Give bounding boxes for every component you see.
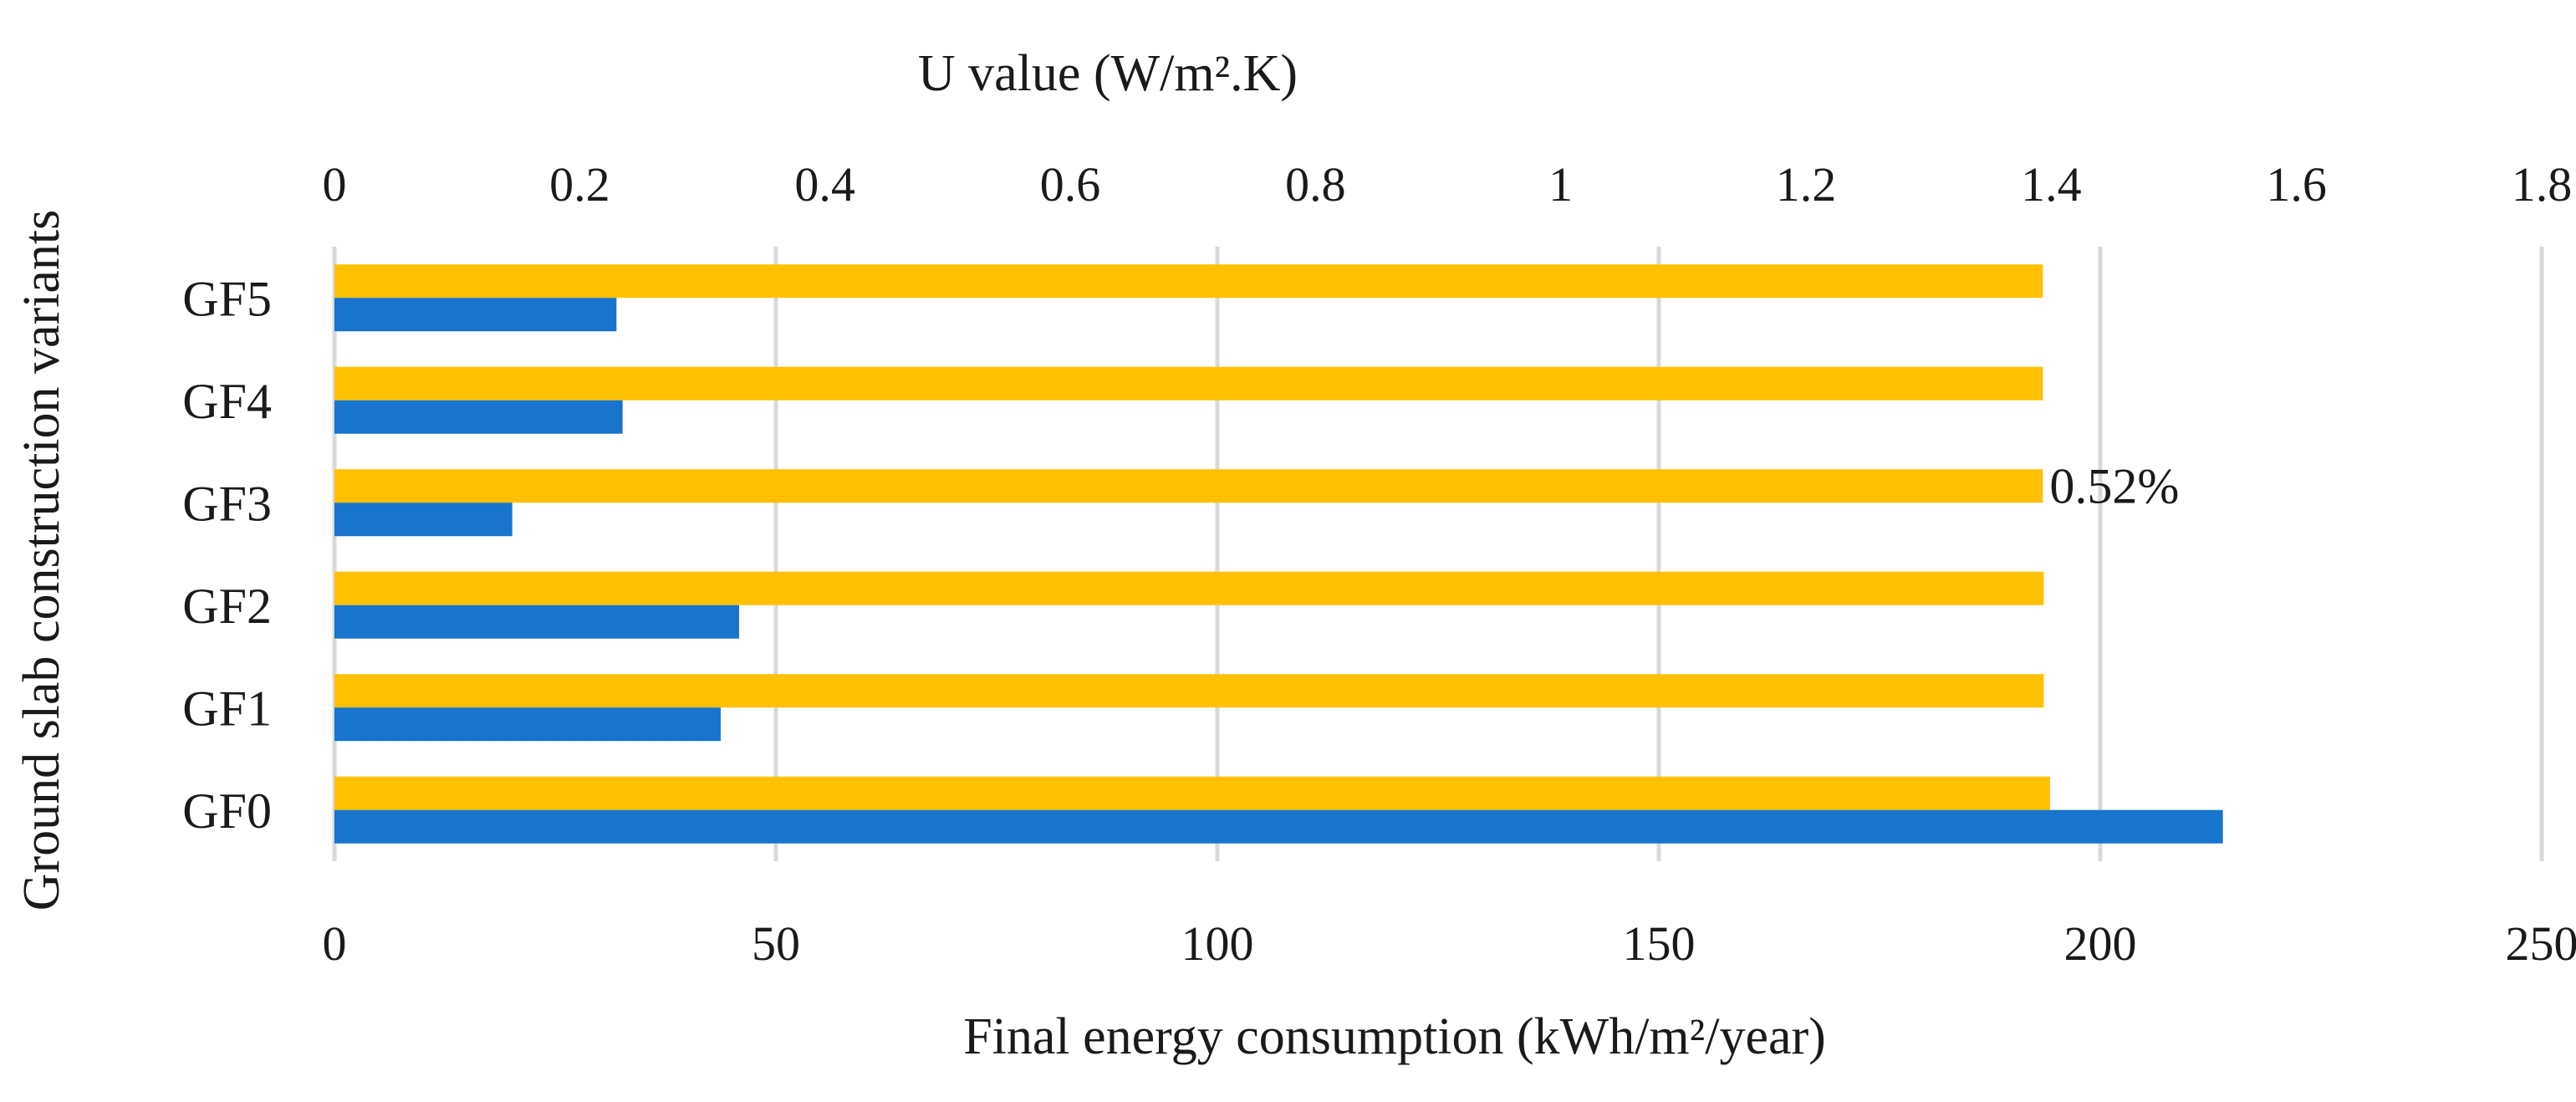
y-axis-title: Ground slab construction variants [13,210,70,911]
bar-uvalue-gf2 [334,605,739,639]
bar-energy-gf0 [334,776,2050,810]
bars [334,264,2223,844]
top-tick-label-0: 0 [323,157,347,212]
category-label-gf0: GF0 [182,783,272,839]
bottom-tick-label-3: 150 [1623,916,1696,971]
bar-uvalue-gf4 [334,400,623,434]
top-tick-label-3: 0.6 [1040,157,1101,212]
top-tick-label-9: 1.8 [2512,157,2573,212]
bar-energy-gf1 [334,674,2044,708]
top-tick-label-8: 1.6 [2266,157,2327,212]
bottom-tick-label-5: 250 [2506,916,2576,971]
bar-uvalue-gf5 [334,298,617,332]
bar-energy-gf5 [334,264,2043,298]
data-label-0: 0.52% [2049,458,2179,513]
bottom-tick-label-1: 50 [752,916,800,971]
top-tick-label-2: 0.4 [794,157,855,212]
top-tick-label-5: 1 [1548,157,1573,212]
bar-uvalue-gf3 [334,503,513,537]
top-tick-label-1: 0.2 [549,157,610,212]
bottom-axis-title: Final energy consumption (kWh/m²/year) [963,1008,1826,1065]
top-tick-label-4: 0.8 [1285,157,1346,212]
category-label-gf3: GF3 [182,476,272,531]
category-label-gf1: GF1 [182,681,272,736]
bar-uvalue-gf0 [334,809,2223,844]
top-tick-label-7: 1.4 [2021,157,2082,212]
top-axis-title: U value (W/m².K) [918,45,1298,102]
bar-energy-gf3 [334,469,2043,503]
bottom-tick-label-4: 200 [2064,916,2137,971]
category-label-gf5: GF5 [182,271,272,326]
top-tick-label-6: 1.2 [1776,157,1837,212]
bar-energy-gf2 [334,571,2044,605]
bottom-tick-label-2: 100 [1181,916,1254,971]
bar-energy-gf4 [334,366,2043,400]
gridlines [332,247,2544,861]
category-label-gf4: GF4 [182,374,272,429]
tick-labels: 0 50 100 150 200 250 0 0.2 0.4 0.6 0.8 1 1.2 1.4 1.6 1.… [182,157,2576,971]
bar-uvalue-gf1 [334,707,721,742]
category-label-gf2: GF2 [182,579,272,634]
bottom-tick-label-0: 0 [323,916,347,971]
